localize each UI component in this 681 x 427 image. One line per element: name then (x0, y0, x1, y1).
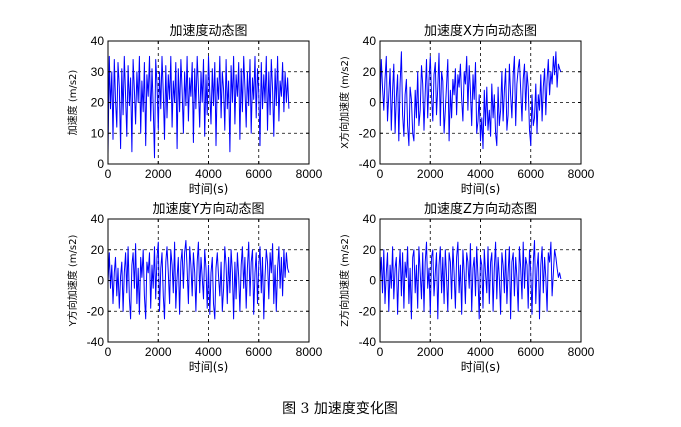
y-tick-label: 0 (97, 157, 104, 171)
x-tick-label: 6000 (245, 167, 272, 181)
y-axis-label: X方向加速度 (m/s2) (338, 56, 351, 149)
y-tick-label: 40 (91, 34, 105, 48)
x-tick-label: 0 (105, 167, 112, 181)
y-tick-label: 30 (91, 65, 105, 79)
x-tick-label: 6000 (245, 345, 272, 359)
series-line (379, 51, 562, 150)
y-tick-label: -20 (359, 304, 377, 318)
figure-caption: 图 3 加速度变化图 (282, 401, 398, 417)
chart-panels: 0 2000 4000 6000 8000010203040加速度动态图时间(s)加速度… (66, 23, 595, 374)
y-tick-label: 20 (363, 65, 377, 79)
x-tick-label: 2000 (417, 345, 444, 359)
series-line (379, 240, 562, 320)
x-tick-label: 8000 (568, 345, 595, 359)
series-line (107, 55, 290, 159)
x-tick-label: 6000 (517, 345, 544, 359)
x-axis-label: 时间(s) (461, 360, 501, 374)
y-tick-label: -40 (359, 335, 377, 349)
x-tick-label: 4000 (467, 167, 494, 181)
x-tick-label: 2000 (145, 345, 172, 359)
y-tick-label: 20 (363, 243, 377, 257)
y-tick-label: 40 (363, 212, 377, 226)
chart-panel-4: 0 2000 4000 6000 8000 -40 -20 0 20 40 加速度Z方向动态图时间(… (338, 201, 595, 374)
chart-title: 加速度X方向动态图 (424, 23, 537, 39)
chart-panel-2: 0 2000 4000 6000 8000 -40 -20 0 20 40 加速度X方向动态图时间(… (338, 23, 595, 196)
x-axis-label: 时间(s) (461, 182, 501, 196)
chart-title: 加速度动态图 (169, 23, 247, 39)
y-tick-label: 20 (91, 243, 105, 257)
x-tick-label: 8000 (568, 167, 595, 181)
y-tick-label: -40 (87, 335, 105, 349)
x-tick-label: 0 (377, 345, 384, 359)
x-tick-label: 2000 (145, 167, 172, 181)
chart-title: 加速度Y方向动态图 (153, 201, 265, 217)
y-axis-label: Z方向加速度 (m/s2) (338, 234, 351, 327)
y-tick-label: 0 (369, 96, 376, 110)
y-tick-label: -20 (87, 304, 105, 318)
x-tick-label: 0 (377, 167, 384, 181)
x-tick-label: 8000 (296, 167, 323, 181)
y-axis-label: 加速度 (m/s2) (66, 70, 79, 136)
y-axis-label: Y方向加速度 (m/s2) (66, 235, 79, 328)
y-tick-label: 40 (91, 212, 105, 226)
x-tick-label: 4000 (467, 345, 494, 359)
y-tick-label: 20 (91, 96, 105, 110)
y-tick-label: -40 (359, 157, 377, 171)
x-tick-label: 6000 (517, 167, 544, 181)
x-tick-label: 2000 (417, 167, 444, 181)
x-tick-label: 4000 (195, 167, 222, 181)
x-axis-label: 时间(s) (189, 360, 229, 374)
x-tick-label: 4000 (195, 345, 222, 359)
chart-panel-3: 0 2000 4000 6000 8000 -40 -20 0 20 40 加速度Y方向动态图时间(… (66, 201, 323, 374)
x-tick-label: 8000 (296, 345, 323, 359)
x-tick-label: 0 (105, 345, 112, 359)
y-tick-label: 0 (369, 274, 376, 288)
y-tick-label: 10 (91, 126, 105, 140)
y-tick-label: 40 (363, 34, 377, 48)
x-axis-label: 时间(s) (189, 182, 229, 196)
y-tick-label: -20 (359, 126, 377, 140)
y-tick-label: 0 (97, 274, 104, 288)
chart-title: 加速度Z方向动态图 (424, 201, 537, 217)
series-line (107, 240, 290, 320)
